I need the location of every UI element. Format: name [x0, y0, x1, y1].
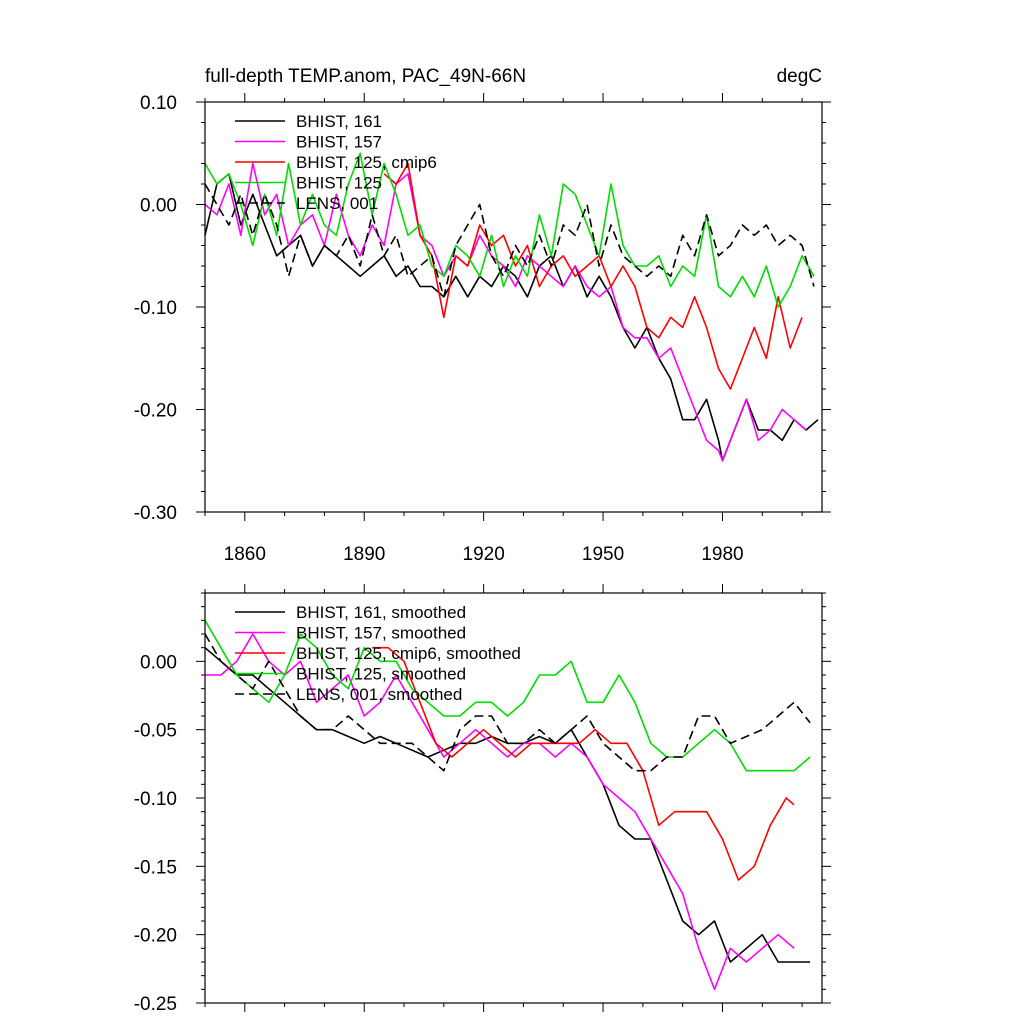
bottom-panel: 0.00 -0.05 -0.10 -0.15 -0.20 -0.25 BHIST, 161,… — [134, 584, 831, 1015]
legend-item: BHIST, 125, cmip6 — [235, 153, 437, 172]
legend-label: BHIST, 125, cmip6, smoothed — [296, 644, 521, 663]
axis-ticks: 0.10 0.00 -0.10 -0.20 -0.30 1860 1890 1920 1950 1… — [134, 93, 831, 565]
legend-item: BHIST, 157, smoothed — [235, 624, 466, 643]
series-line — [204, 183, 815, 298]
legend-item: LENS, 001 — [235, 194, 378, 213]
x-tick-label: 1980 — [701, 544, 743, 565]
units-label: degC — [777, 66, 822, 87]
legend-item: BHIST, 125, smoothed — [235, 665, 466, 684]
x-tick-label: 1890 — [343, 544, 385, 565]
series-line — [383, 162, 803, 390]
legend-item: BHIST, 125, cmip6, smoothed — [235, 644, 521, 663]
y-tick-label: 0.00 — [140, 652, 177, 673]
legend-label: LENS, 001 — [296, 194, 378, 213]
legend-label: BHIST, 125 — [296, 174, 382, 193]
legend-item: BHIST, 125 — [235, 174, 382, 193]
y-tick-label: 0.00 — [140, 196, 177, 217]
series-line — [204, 619, 811, 772]
y-tick-label: 0.10 — [140, 93, 177, 114]
legend-label: BHIST, 125, smoothed — [296, 665, 466, 684]
x-tick-label: 1860 — [224, 544, 266, 565]
legend-label: BHIST, 125, cmip6 — [296, 153, 437, 172]
axis-ticks: 0.00 -0.05 -0.10 -0.15 -0.20 -0.25 — [134, 584, 831, 1015]
legend-item: LENS, 001, smoothed — [235, 685, 462, 704]
series-line — [204, 162, 807, 462]
series-lines — [204, 619, 811, 991]
y-tick-label: -0.20 — [134, 401, 177, 422]
top-panel: full-depth TEMP.anom, PAC_49N-66N degC 0… — [134, 66, 831, 565]
series-line — [204, 173, 819, 462]
series-line — [204, 152, 815, 308]
legend-item: BHIST, 157 — [235, 133, 382, 152]
legend-label: BHIST, 157, smoothed — [296, 624, 466, 643]
x-tick-label: 1920 — [463, 544, 505, 565]
series-lines — [204, 152, 819, 462]
legend-item: BHIST, 161 — [235, 112, 382, 131]
legend-label: BHIST, 157 — [296, 133, 382, 152]
y-tick-label: -0.15 — [134, 857, 177, 878]
series-line — [205, 633, 795, 991]
y-tick-label: -0.05 — [134, 721, 177, 742]
series-line — [204, 633, 811, 772]
legend-item: BHIST, 161, smoothed — [235, 603, 466, 622]
series-line — [372, 646, 795, 881]
legend: BHIST, 161, smoothed BHIST, 157, smoothed… — [235, 603, 521, 704]
legend-label: LENS, 001, smoothed — [296, 685, 462, 704]
panel-title: full-depth TEMP.anom, PAC_49N-66N — [205, 66, 526, 87]
y-tick-label: -0.30 — [134, 503, 177, 524]
y-tick-label: -0.10 — [134, 298, 177, 319]
x-tick-label: 1950 — [582, 544, 624, 565]
legend-label: BHIST, 161 — [296, 112, 382, 131]
y-tick-label: -0.20 — [134, 926, 177, 947]
y-tick-label: -0.25 — [134, 994, 177, 1015]
y-tick-label: -0.10 — [134, 789, 177, 810]
legend-label: BHIST, 161, smoothed — [296, 603, 466, 622]
